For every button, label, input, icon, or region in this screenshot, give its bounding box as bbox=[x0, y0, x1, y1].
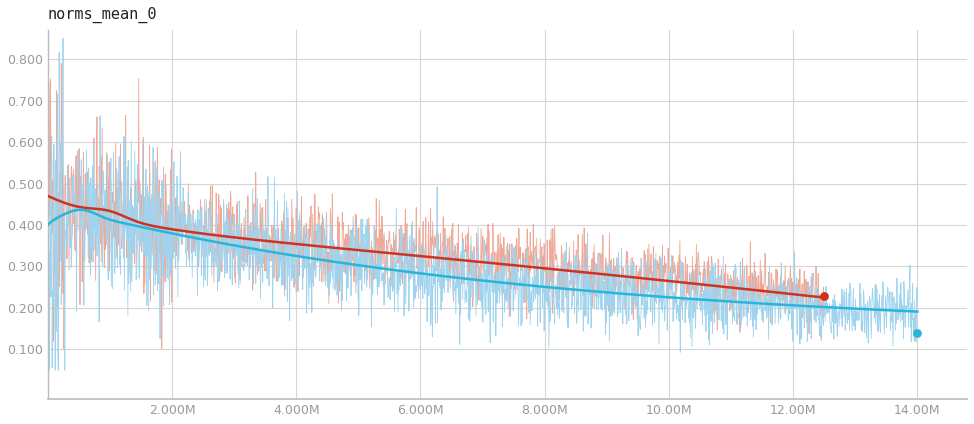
Point bbox=[910, 329, 925, 336]
Text: norms_mean_0: norms_mean_0 bbox=[48, 7, 158, 23]
Point bbox=[816, 293, 832, 300]
